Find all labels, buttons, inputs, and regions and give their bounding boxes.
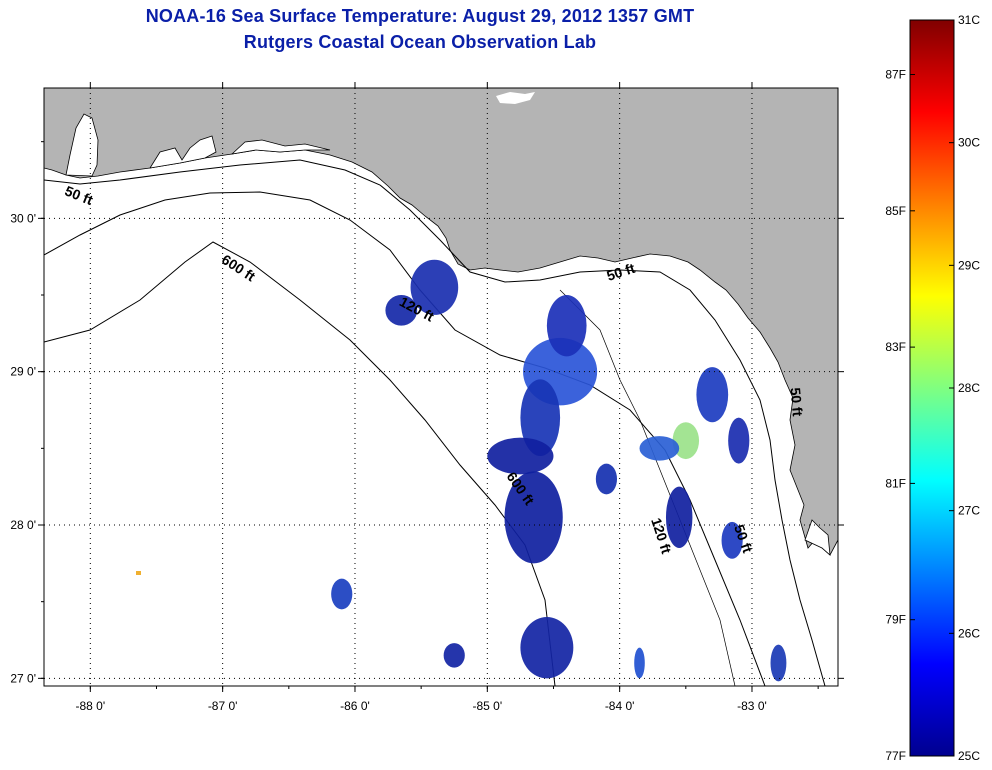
- sst-patch: [487, 437, 554, 475]
- colorbar-c-label: 29C: [958, 258, 980, 272]
- sst-patch: [665, 486, 693, 548]
- map-frame: [43, 87, 839, 687]
- lon-tick-label: -87 0': [208, 699, 238, 713]
- mobile-bay: [65, 113, 99, 177]
- sst-patch: [520, 617, 574, 679]
- sst-patch: [634, 647, 645, 679]
- colorbar-c-label: 31C: [958, 13, 980, 27]
- sst-patch: [728, 417, 750, 464]
- lake-white: [496, 92, 535, 104]
- sst-patch: [721, 521, 743, 559]
- sst-patch: [696, 367, 729, 423]
- map-subtitle: Rutgers Coastal Ocean Observation Lab: [243, 32, 597, 52]
- lon-tick-label: -85 0': [472, 699, 502, 713]
- sst-patch: [443, 643, 465, 668]
- colorbar-c-label: 27C: [958, 504, 980, 518]
- colorbar-f-label: 79F: [885, 613, 906, 627]
- colorbar-f-label: 81F: [885, 476, 906, 490]
- colorbar-c-label: 30C: [958, 136, 980, 150]
- sst-patch: [595, 463, 618, 495]
- pensacola-bay: [149, 135, 217, 169]
- lat-tick-label: 29 0': [10, 365, 36, 379]
- lon-tick-label: -84 0': [605, 699, 635, 713]
- sst-patch: [331, 578, 353, 610]
- sst-patches: [331, 259, 787, 682]
- lon-tick-label: -83 0': [737, 699, 767, 713]
- sst-patch: [546, 295, 587, 357]
- sst-patch: [520, 379, 561, 456]
- colorbar-f-label: 87F: [885, 68, 906, 82]
- sst-patch: [504, 471, 563, 564]
- colorbar-c-label: 28C: [958, 381, 980, 395]
- colorbar-f-label: 83F: [885, 340, 906, 354]
- map-title: NOAA-16 Sea Surface Temperature: August …: [145, 6, 695, 26]
- colorbar-f-label: 77F: [885, 749, 906, 763]
- lon-tick-label: -88 0': [75, 699, 105, 713]
- lat-tick-label: 27 0': [10, 671, 36, 685]
- lon-tick-label: -86 0': [340, 699, 370, 713]
- sst-patch: [770, 644, 787, 682]
- colorbar-f-label: 85F: [885, 204, 906, 218]
- sst-patch: [639, 436, 680, 461]
- sst-patch: [672, 422, 700, 460]
- lat-tick-label: 28 0': [10, 518, 36, 532]
- map-axes: -88 0' -87 0' -86 0' -85 0' -84 0' -83 0' 30 0…: [10, 82, 844, 713]
- isobath-label: 50 ft: [787, 387, 805, 417]
- lat-tick-label: 30 0': [10, 211, 36, 225]
- colorbar: [909, 19, 955, 757]
- colorbar-c-label: 26C: [958, 626, 980, 640]
- sst-warm-pixel: [136, 571, 141, 575]
- coastal-shelf-line: [559, 289, 736, 686]
- sst-patch: [410, 259, 459, 315]
- choctawhatchee-bay: [230, 139, 331, 155]
- isobath-50ft: [44, 159, 826, 686]
- colorbar-ticks: 25C 26C 27C 28C 29C 30C 31C 77F 79F 81F 83F 85F 87F: [885, 13, 980, 763]
- tampa-bay: [804, 519, 831, 556]
- sst-patch: [385, 295, 418, 326]
- colorbar-c-label: 25C: [958, 749, 980, 763]
